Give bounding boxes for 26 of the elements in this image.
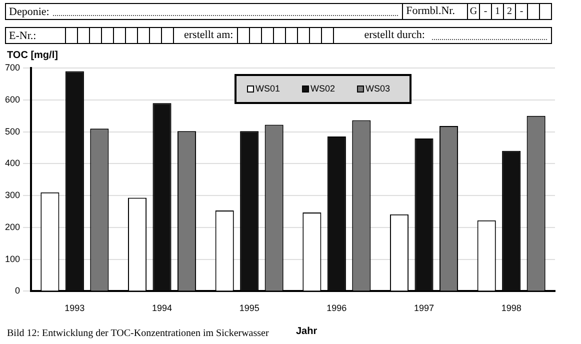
legend-label: WS03 [366, 83, 390, 94]
x-axis-title: Jahr [296, 326, 318, 337]
y-tick-label: 400 [4, 158, 20, 168]
y-tick-label: 500 [4, 126, 20, 136]
text: erstellt durch: [333, 28, 428, 43]
y-tick-label: 100 [4, 254, 20, 264]
legend-label: WS01 [256, 83, 280, 94]
x-tick-label: 1994 [152, 303, 172, 314]
text: G - 1 2 - [468, 5, 524, 19]
y-tick-label: 700 [4, 62, 20, 72]
y-tick-label: 0 [15, 286, 20, 296]
x-tick-label: 1993 [64, 303, 85, 314]
text: Formbl.Nr. [402, 4, 467, 19]
legend-label: WS02 [310, 83, 336, 94]
text: Bild 12: Entwicklung der TOC-Konzentrationen im Sickerwasser [7, 328, 269, 339]
x-tick-label: 1995 [239, 303, 260, 314]
text: E-Nr.: [8, 30, 38, 42]
y-tick-label: 300 [4, 190, 20, 200]
x-tick-label: 1996 [326, 303, 347, 314]
y-tick-label: 200 [4, 222, 20, 232]
x-tick-label: 1998 [501, 303, 522, 314]
y-tick-label: 600 [4, 94, 20, 104]
text: erstellt am: [173, 28, 238, 43]
text: Deponie: [8, 6, 50, 18]
y-axis-title: TOC [mg/l] [7, 50, 58, 61]
x-tick-label: 1997 [414, 303, 434, 314]
